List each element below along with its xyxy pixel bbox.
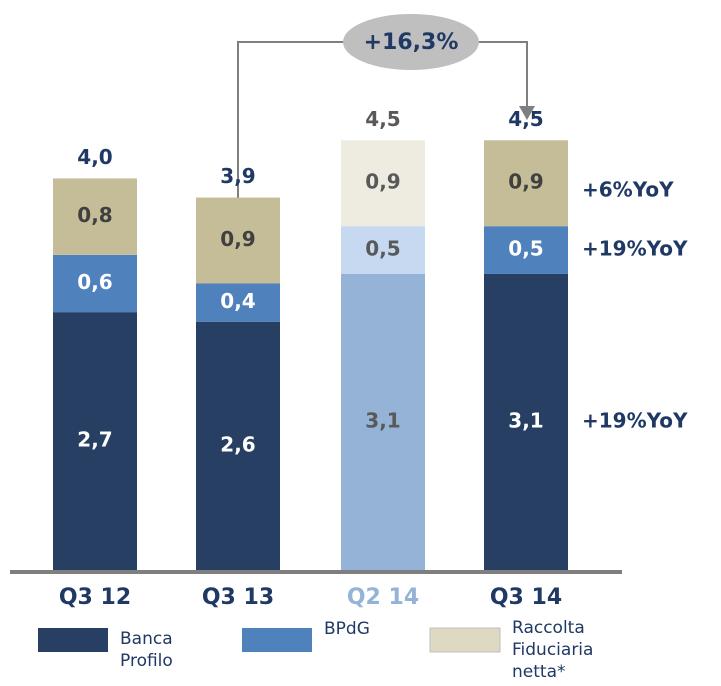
yoy-annotation: +6%YoY [582, 178, 674, 202]
legend-label: Raccolta Fiduciaria netta* [512, 618, 594, 682]
arrow-head [519, 106, 535, 120]
x-tick-label: Q2 14 [347, 585, 419, 610]
total-label: 4,5 [508, 107, 543, 131]
bar-segment [53, 312, 137, 570]
total-label: 4,5 [365, 107, 400, 131]
x-tick-label: Q3 12 [59, 585, 131, 610]
bar-segment [484, 273, 568, 570]
data-label: 3,1 [365, 408, 400, 432]
data-label: 0,5 [508, 237, 543, 261]
bar-segment [341, 226, 425, 274]
legend-label: Banca Profilo [120, 629, 173, 671]
bar-segment [196, 197, 280, 284]
bar-segment [484, 226, 568, 274]
bar-segment [53, 178, 137, 255]
bar-segment [341, 273, 425, 570]
bar-segment [53, 254, 137, 313]
legend-swatch [429, 627, 501, 653]
data-label: 0,8 [77, 203, 112, 227]
bar-segment [196, 321, 280, 570]
legend-swatch [38, 628, 108, 652]
growth-bubble [343, 14, 479, 70]
data-label: 2,7 [77, 428, 112, 452]
data-label: 0,5 [365, 237, 400, 261]
yoy-annotation: +19%YoY [582, 237, 688, 261]
bar-segment [196, 283, 280, 322]
x-tick-label: Q3 14 [490, 585, 562, 610]
data-label: 3,1 [508, 408, 543, 432]
legend-swatch [242, 628, 312, 652]
data-label: 0,4 [220, 289, 255, 313]
bar-segment [341, 140, 425, 227]
data-label: 0,9 [508, 170, 543, 194]
data-label: 2,6 [220, 432, 255, 456]
total-label: 4,0 [77, 145, 112, 169]
bar-segment [484, 140, 568, 227]
x-tick-label: Q3 13 [202, 585, 274, 610]
bracket-right [477, 41, 528, 108]
legend-label: BPdG [324, 619, 370, 639]
growth-label: +16,3% [364, 30, 459, 55]
yoy-annotation: +19%YoY [582, 408, 688, 432]
data-label: 0,9 [365, 170, 400, 194]
data-label: 0,6 [77, 270, 112, 294]
bracket-left [237, 41, 345, 198]
data-label: 0,9 [220, 227, 255, 251]
total-label: 3,9 [220, 164, 255, 188]
